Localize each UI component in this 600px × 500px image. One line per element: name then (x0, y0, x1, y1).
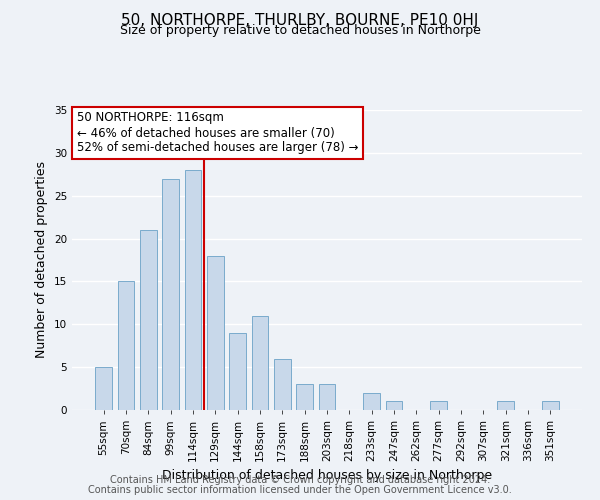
Bar (296, 384, 313, 410)
Text: Contains HM Land Registry data © Crown copyright and database right 2024.: Contains HM Land Registry data © Crown c… (110, 475, 490, 485)
Bar (430, 402, 447, 410)
Bar (95, 367, 112, 410)
Bar (542, 402, 559, 410)
Bar (364, 393, 380, 410)
Bar (140, 230, 157, 410)
Bar (386, 402, 403, 410)
Bar (162, 178, 179, 410)
Y-axis label: Number of detached properties: Number of detached properties (35, 162, 49, 358)
Text: Contains public sector information licensed under the Open Government Licence v3: Contains public sector information licen… (88, 485, 512, 495)
Bar (497, 402, 514, 410)
Bar (319, 384, 335, 410)
Text: Size of property relative to detached houses in Northorpe: Size of property relative to detached ho… (119, 24, 481, 37)
Bar (207, 256, 224, 410)
Bar (118, 282, 134, 410)
Text: 50 NORTHORPE: 116sqm
← 46% of detached houses are smaller (70)
52% of semi-detac: 50 NORTHORPE: 116sqm ← 46% of detached h… (77, 112, 359, 154)
Bar (229, 333, 246, 410)
X-axis label: Distribution of detached houses by size in Northorpe: Distribution of detached houses by size … (162, 470, 492, 482)
Bar (274, 358, 290, 410)
Text: 50, NORTHORPE, THURLBY, BOURNE, PE10 0HJ: 50, NORTHORPE, THURLBY, BOURNE, PE10 0HJ (121, 12, 479, 28)
Bar (251, 316, 268, 410)
Bar (185, 170, 202, 410)
